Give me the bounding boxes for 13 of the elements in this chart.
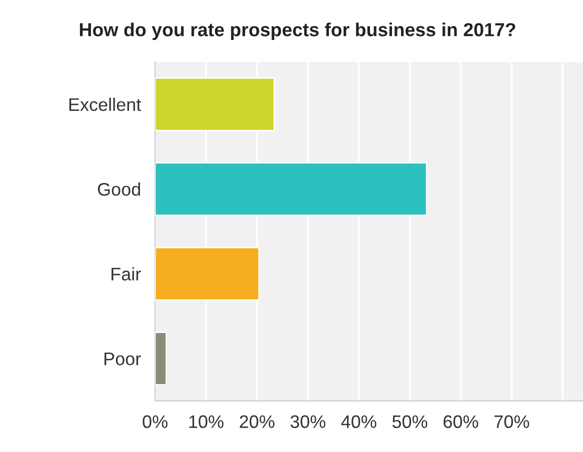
x-tick-label: 70% (494, 415, 530, 428)
x-tick-label: 10% (189, 415, 224, 428)
x-tick-label: 30% (290, 415, 326, 428)
y-tick-label: Fair (112, 267, 141, 281)
y-tick-label: Excellent (69, 98, 142, 112)
x-tick-label: 40% (341, 415, 376, 428)
chart-title: How do you rate prospects for business in 2017? (80, 22, 516, 40)
y-tick-label: Poor (104, 352, 141, 366)
x-tick-label: 60% (444, 415, 478, 428)
x-tick-label: 0% (142, 415, 168, 428)
y-tick-label: Good (98, 182, 140, 196)
x-tick-label: 50% (392, 415, 428, 428)
x-tick-label: 20% (240, 415, 274, 428)
